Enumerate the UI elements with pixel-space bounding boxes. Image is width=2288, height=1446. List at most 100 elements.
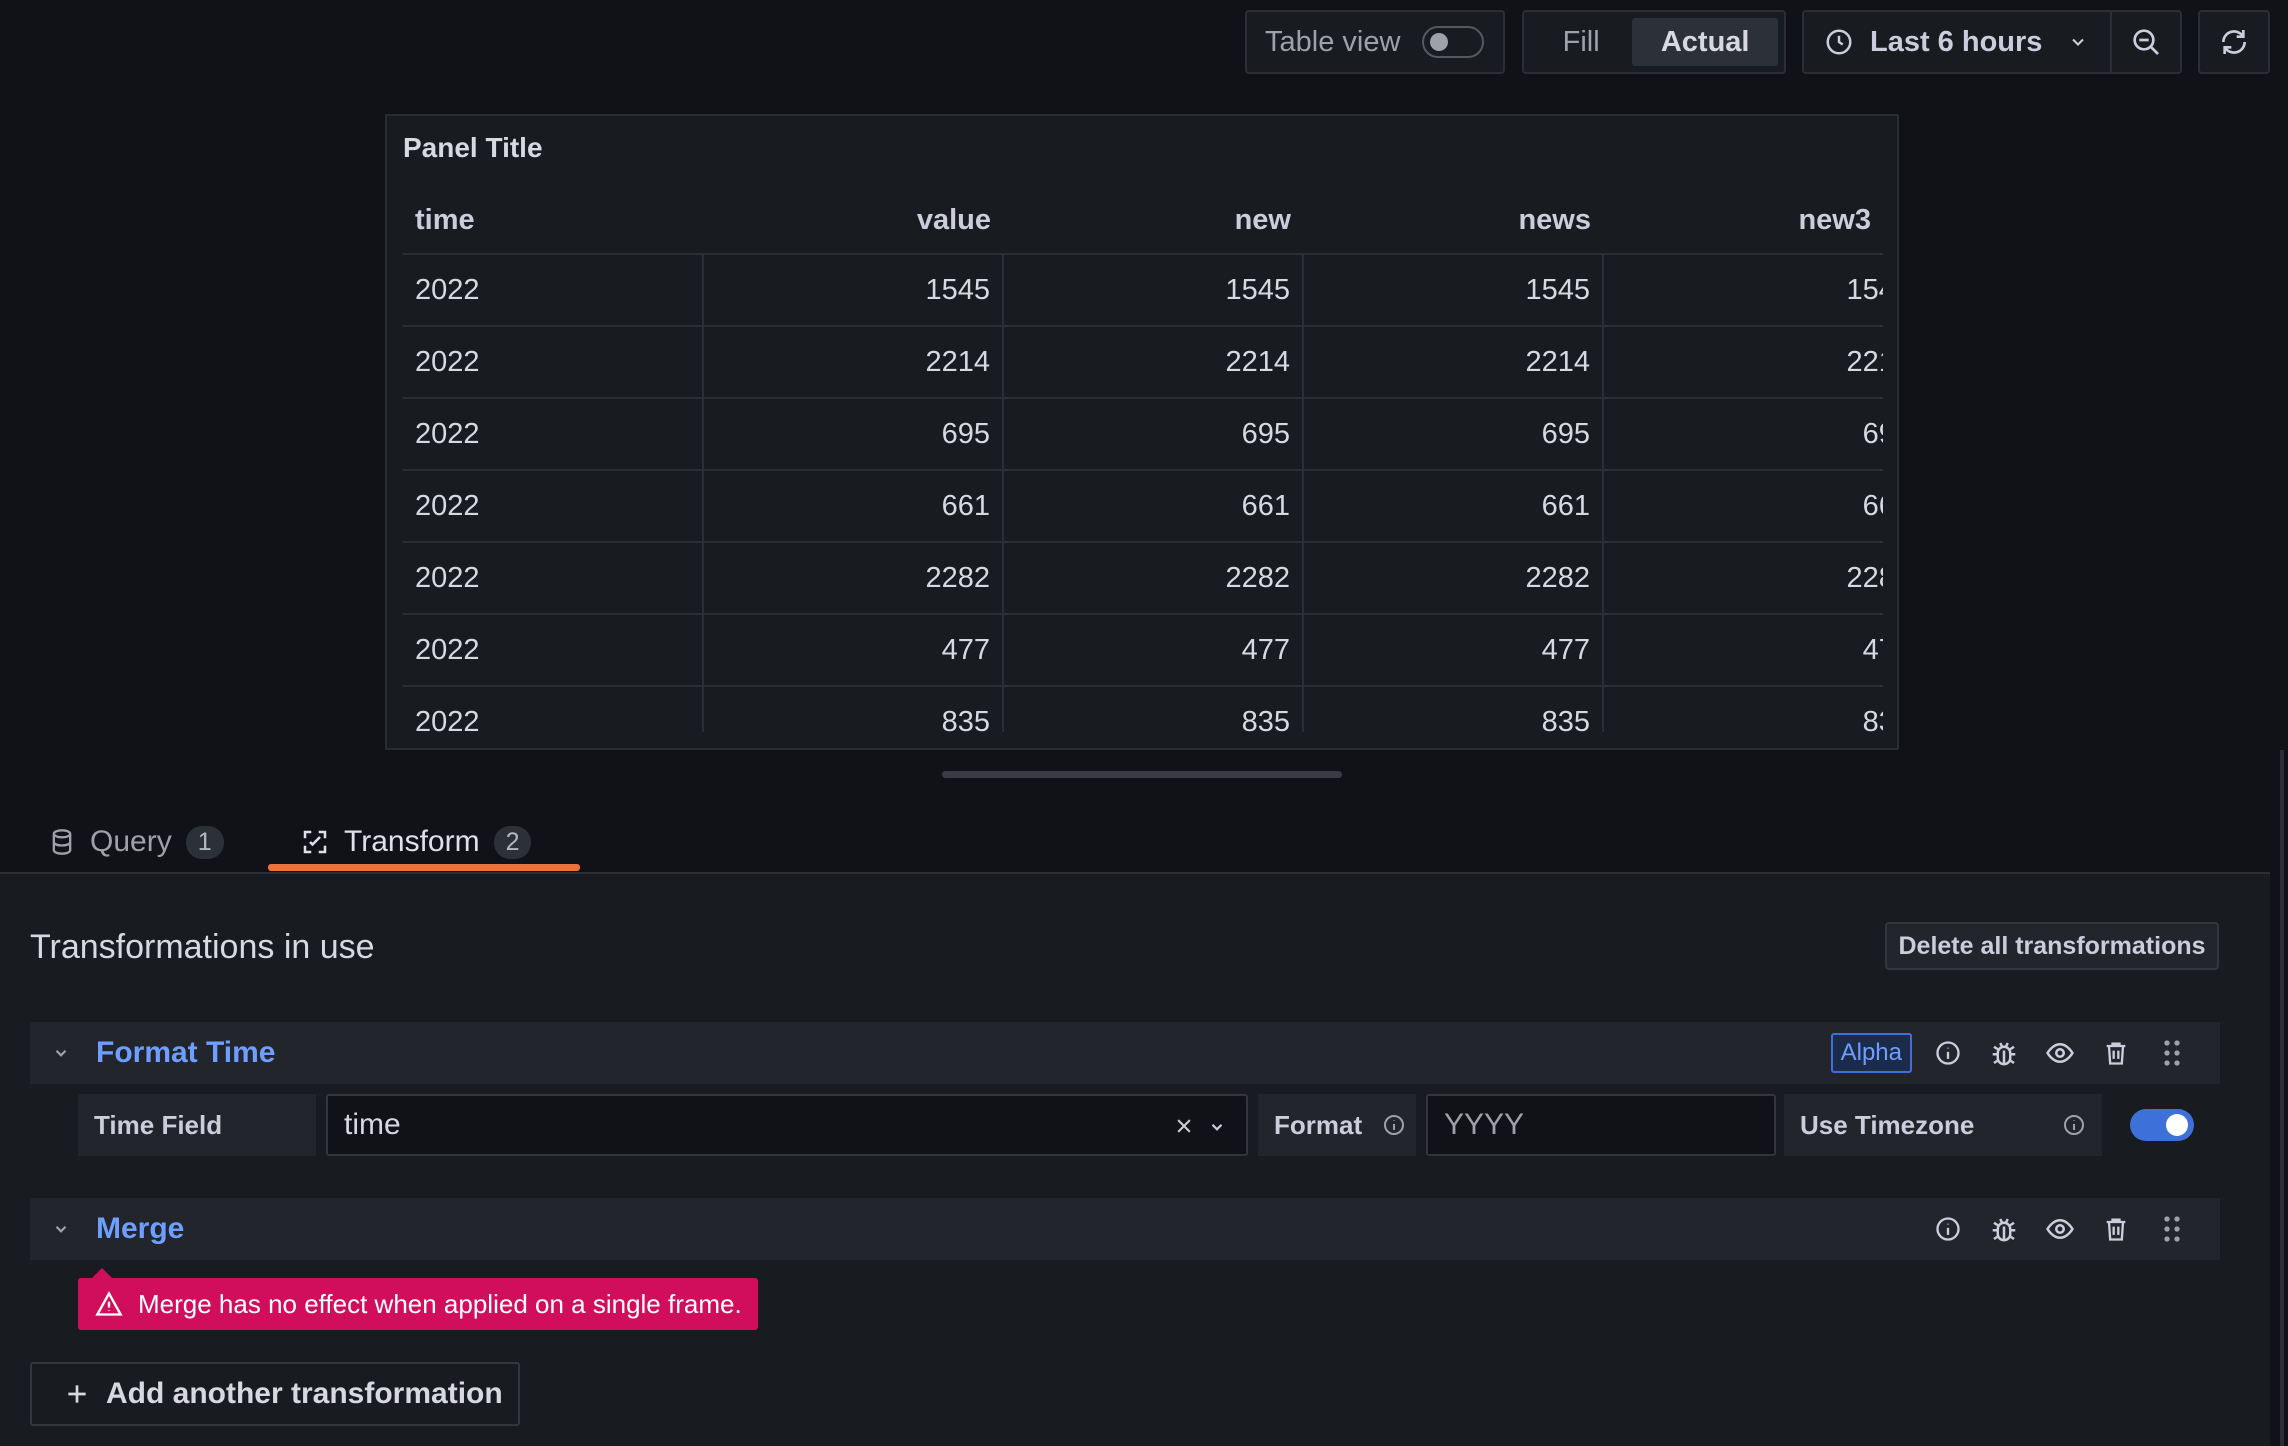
active-tab-indicator — [268, 864, 580, 871]
column-header[interactable]: news — [1303, 188, 1603, 255]
table-cell: 2022 — [403, 254, 703, 327]
merge-error-text: Merge has no effect when applied on a si… — [138, 1288, 742, 1319]
data-table: time value new news new3 2022 1545 1545 154… — [403, 188, 1883, 732]
use-timezone-text: Use Timezone — [1800, 1109, 1975, 1140]
table-cell: 835 — [702, 686, 1003, 732]
panel-resize-handle[interactable] — [942, 771, 1342, 778]
column-header[interactable]: new3 — [1603, 188, 1883, 255]
table-view-label: Table view — [1265, 25, 1401, 58]
table-row: 2022835835835835 — [403, 686, 1883, 732]
table-cell: 661 — [1602, 470, 1883, 543]
eye-icon[interactable] — [2032, 1198, 2088, 1260]
table-cell: 661 — [702, 470, 1003, 543]
table-cell: 2214 — [1302, 326, 1603, 399]
table-cell: 2282 — [702, 542, 1003, 615]
table-cell: 695 — [1002, 398, 1303, 471]
table-row: 20222282228222822282 — [403, 542, 1883, 615]
drag-handle-icon[interactable] — [2144, 1198, 2200, 1260]
transform-icon — [300, 827, 330, 857]
table-row: 20221545154515451545 — [403, 254, 1883, 327]
table-row: 20222214221422142214 — [403, 326, 1883, 399]
actual-option[interactable]: Actual — [1632, 18, 1778, 66]
database-icon — [48, 827, 76, 857]
column-header[interactable]: new — [1003, 188, 1303, 255]
table-header-row: time value new news new3 — [403, 188, 1883, 255]
format-input[interactable]: YYYY — [1426, 1094, 1776, 1156]
tab-transform[interactable]: Transform 2 — [300, 812, 532, 872]
table-view-toggle[interactable]: Table view — [1245, 10, 1505, 74]
clock-icon — [1824, 27, 1854, 57]
panel-title: Panel Title — [403, 132, 543, 163]
time-field-select[interactable]: time — [326, 1094, 1248, 1156]
use-timezone-toggle[interactable] — [2130, 1109, 2194, 1141]
table-cell: 2022 — [403, 614, 703, 687]
format-time-header[interactable]: Format Time Alpha — [30, 1022, 2220, 1084]
chevron-down-icon[interactable] — [1208, 1118, 1226, 1136]
table-view-switch[interactable] — [1422, 26, 1485, 58]
format-label: Format — [1258, 1094, 1416, 1156]
tab-count: 2 — [493, 825, 532, 859]
info-icon[interactable] — [1920, 1022, 1976, 1084]
format-label-text: Format — [1274, 1109, 1363, 1140]
fill-actual-radio: Fill Actual — [1522, 10, 1786, 74]
format-time-title: Format Time — [96, 1036, 276, 1069]
table-cell: 2282 — [1602, 542, 1883, 615]
panel: Panel Title time value new news new3 202… — [385, 114, 1899, 750]
add-transformation-button[interactable]: Add another transformation — [30, 1362, 520, 1426]
tab-label: Transform — [344, 825, 480, 858]
time-field-label: Time Field — [78, 1094, 316, 1156]
tab-label: Query — [90, 825, 172, 858]
plus-icon — [64, 1381, 90, 1407]
clear-icon[interactable] — [1174, 1116, 1194, 1136]
table-cell: 1545 — [1302, 254, 1603, 327]
time-range-label: Last 6 hours — [1870, 25, 2043, 58]
table-cell: 2282 — [1002, 542, 1303, 615]
table-cell: 1545 — [1602, 254, 1883, 327]
zoom-out-button[interactable] — [2110, 10, 2182, 74]
table-cell: 2022 — [403, 398, 703, 471]
transformations-heading: Transformations in use — [30, 928, 375, 966]
drag-handle-icon[interactable] — [2144, 1022, 2200, 1084]
chevron-down-icon — [2068, 32, 2088, 52]
table-cell: 695 — [1602, 398, 1883, 471]
debug-icon[interactable] — [1976, 1022, 2032, 1084]
tab-count: 1 — [185, 825, 224, 859]
table-cell: 835 — [1602, 686, 1883, 732]
refresh-button[interactable] — [2198, 10, 2270, 74]
info-icon[interactable] — [2062, 1113, 2086, 1137]
tab-query[interactable]: Query 1 — [48, 812, 224, 872]
time-field-value: time — [344, 1108, 401, 1141]
table-cell: 477 — [702, 614, 1003, 687]
table-cell: 2022 — [403, 470, 703, 543]
debug-icon[interactable] — [1976, 1198, 2032, 1260]
table-cell: 2282 — [1302, 542, 1603, 615]
column-header[interactable]: value — [703, 188, 1003, 255]
refresh-icon — [2218, 26, 2250, 58]
table-cell: 1545 — [702, 254, 1003, 327]
collapse-chevron-icon[interactable] — [52, 1220, 70, 1238]
table-cell: 2214 — [702, 326, 1003, 399]
info-icon[interactable] — [1382, 1113, 1406, 1137]
merge-header[interactable]: Merge — [30, 1198, 2220, 1260]
add-transformation-label: Add another transformation — [106, 1377, 503, 1410]
eye-icon[interactable] — [2032, 1022, 2088, 1084]
table-row: 2022695695695695 — [403, 398, 1883, 471]
table-row: 2022661661661661 — [403, 470, 1883, 543]
zoom-out-icon — [2130, 26, 2162, 58]
fill-option[interactable]: Fill — [1562, 25, 1600, 58]
error-caret — [92, 1268, 112, 1278]
time-range-picker[interactable]: Last 6 hours — [1802, 10, 2112, 74]
delete-all-transformations-button[interactable]: Delete all transformations — [1885, 922, 2219, 970]
column-header[interactable]: time — [403, 188, 703, 255]
table-cell: 835 — [1002, 686, 1303, 732]
use-timezone-label: Use Timezone — [1784, 1094, 2102, 1156]
trash-icon[interactable] — [2088, 1022, 2144, 1084]
vertical-scrollbar[interactable] — [2280, 750, 2284, 1446]
table-cell: 661 — [1302, 470, 1603, 543]
warning-icon — [94, 1290, 124, 1318]
merge-title: Merge — [96, 1212, 185, 1245]
trash-icon[interactable] — [2088, 1198, 2144, 1260]
info-icon[interactable] — [1920, 1198, 1976, 1260]
table-cell: 661 — [1002, 470, 1303, 543]
collapse-chevron-icon[interactable] — [52, 1044, 70, 1062]
